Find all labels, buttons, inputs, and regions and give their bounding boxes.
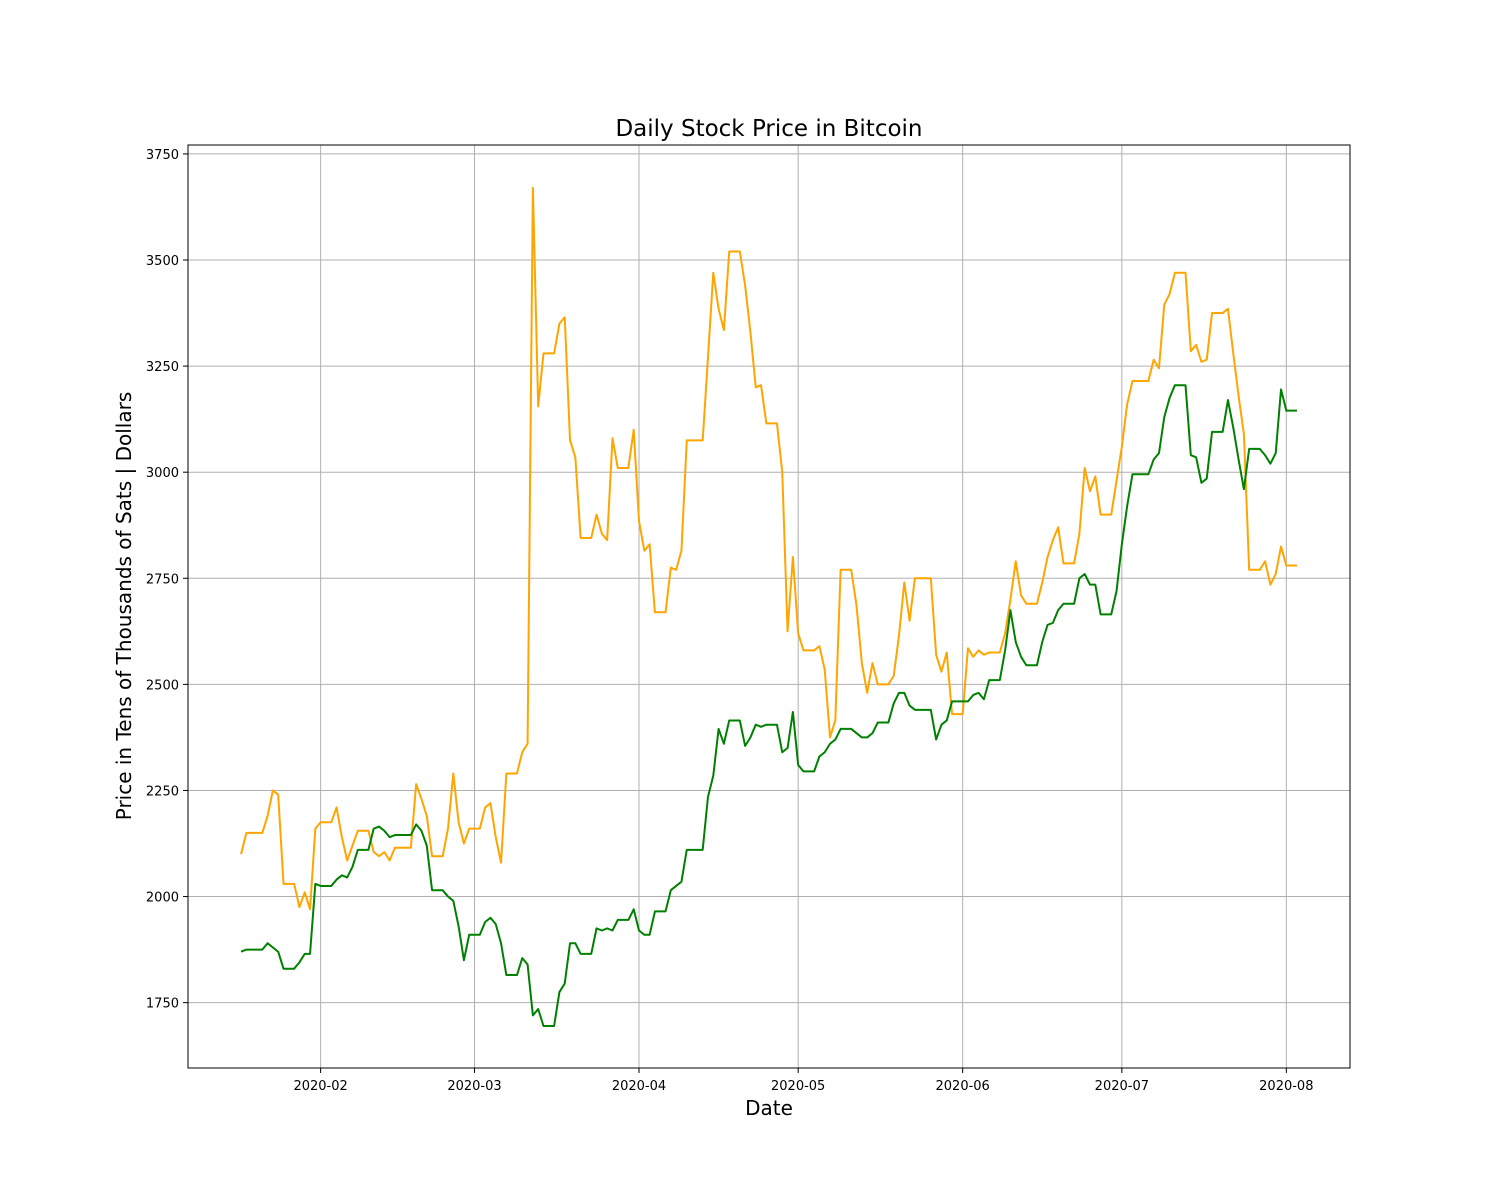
- x-tick-label: 2020-05: [771, 1079, 825, 1094]
- line-series: [240, 384, 1297, 1027]
- y-tick-label: 2000: [146, 891, 179, 906]
- line-series: [240, 186, 1297, 911]
- y-tick-label: 2500: [146, 678, 179, 693]
- x-axis-label: Date: [745, 1096, 793, 1120]
- plot-frame: [187, 144, 1351, 1069]
- y-tick-label: 3000: [146, 466, 179, 481]
- y-tick-label: 3250: [146, 360, 179, 375]
- chart-title: Daily Stock Price in Bitcoin: [615, 116, 922, 142]
- x-tick-label: 2020-08: [1259, 1079, 1313, 1094]
- y-tick-label: 2250: [146, 784, 179, 799]
- x-tick-label: 2020-02: [293, 1079, 347, 1094]
- y-tick-label: 2750: [146, 572, 179, 587]
- y-tick-label: 3750: [146, 148, 179, 163]
- x-tick-label: 2020-07: [1095, 1079, 1149, 1094]
- x-tick-label: 2020-06: [936, 1079, 990, 1094]
- y-tick-label: 1750: [146, 997, 179, 1012]
- y-tick-label: 3500: [146, 254, 179, 269]
- x-tick-label: 2020-03: [447, 1079, 501, 1094]
- x-tick-label: 2020-04: [612, 1079, 666, 1094]
- y-axis-label: Price in Tens of Thousands of Sats | Dol…: [112, 392, 136, 821]
